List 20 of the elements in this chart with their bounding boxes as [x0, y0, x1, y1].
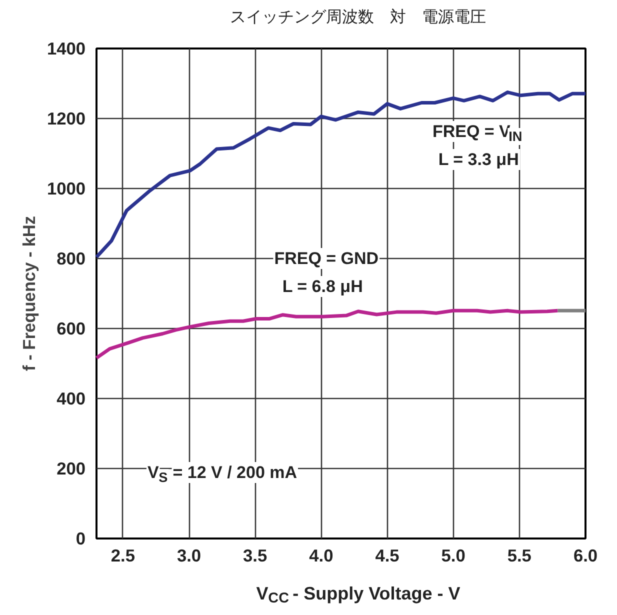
y-tick-label: 1000	[46, 178, 86, 198]
line-series	[94, 308, 560, 360]
x-tick-label: 4.0	[309, 546, 334, 566]
x-tick-label: 3.5	[243, 546, 268, 566]
y-tick-label: 200	[56, 458, 86, 478]
y-tick-label: 0	[76, 528, 86, 548]
y-tick-label: 400	[56, 388, 86, 408]
x-tick-label: 3.0	[176, 546, 202, 566]
y-axis-title: f - Frequency - kHz	[18, 216, 39, 372]
x-tick-label: 5.5	[507, 546, 532, 566]
x-tick-label: 6.0	[573, 546, 598, 566]
x-tick-label: 5.0	[441, 546, 466, 566]
annotation: FREQ = GND L = 6.8 μH	[274, 249, 379, 296]
y-tick-label: 1400	[46, 38, 86, 58]
x-tick-label: 4.5	[375, 546, 400, 566]
y-tick-label: 600	[56, 318, 86, 338]
y-tick-label: 800	[56, 248, 86, 268]
x-tick-label: 2.5	[110, 546, 136, 566]
chart-title: スイッチング周波数 対 電源電圧	[230, 8, 486, 26]
y-tick-label: 1200	[46, 108, 86, 128]
